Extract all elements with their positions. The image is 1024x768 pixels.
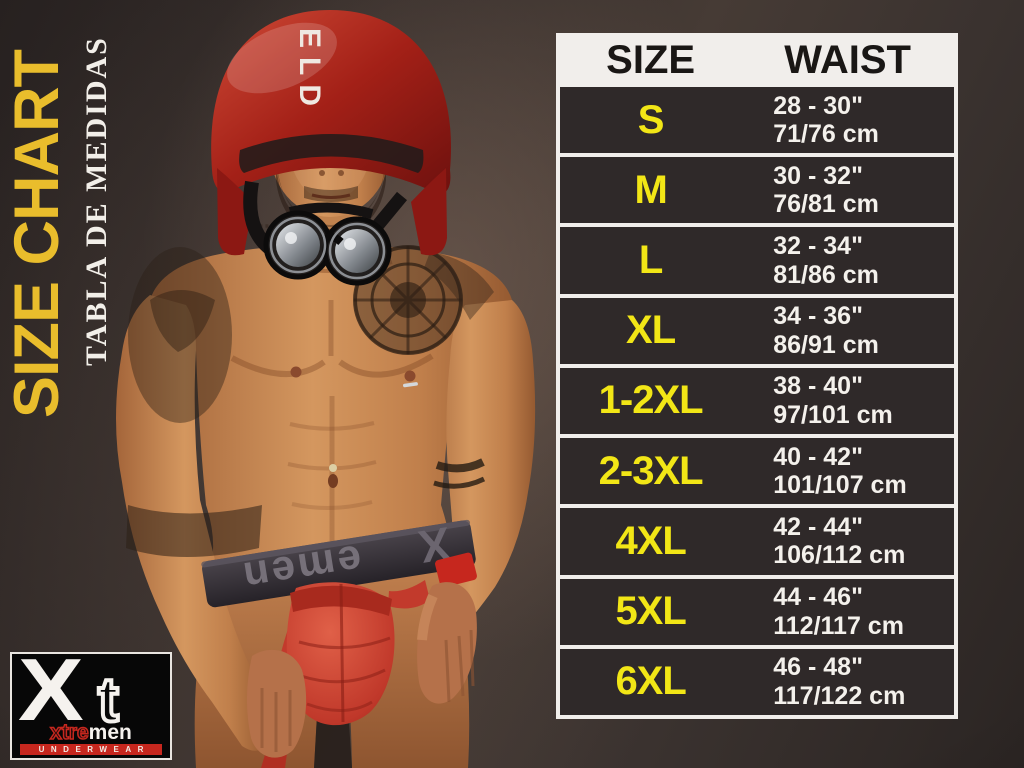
waist-cell: 34 - 36" 86/91 cm: [741, 302, 954, 359]
col-header-waist: WAIST: [784, 37, 911, 82]
waist-cm: 117/122 cm: [773, 681, 906, 710]
waist-cm: 81/86 cm: [773, 260, 879, 289]
table-row: S 28 - 30" 71/76 cm: [560, 87, 954, 154]
waist-cell: 40 - 42" 101/107 cm: [741, 443, 954, 500]
waist-cm: 86/91 cm: [773, 330, 879, 359]
waist-cm: 76/81 cm: [773, 190, 879, 219]
page-title: SIZE CHART: [2, 50, 72, 418]
waist-cm: 106/112 cm: [773, 541, 906, 570]
waist-cell: 30 - 32" 76/81 cm: [741, 162, 954, 219]
helmet-visor: [239, 134, 424, 173]
waist-cell: 42 - 44" 106/112 cm: [741, 513, 954, 570]
page-subtitle: TABLA DE MEDIDAS: [80, 36, 113, 366]
waistband-tab: [435, 552, 477, 588]
size-cell: 5XL: [615, 589, 686, 634]
waist-inches: 46 - 48": [773, 653, 863, 682]
red-jockstrap: [261, 580, 430, 768]
table-row: 2-3XL 40 - 42" 101/107 cm: [560, 438, 954, 505]
waist-cell: 32 - 34" 81/86 cm: [741, 232, 954, 289]
size-cell: 2-3XL: [598, 448, 704, 493]
waist-inches: 30 - 32": [773, 161, 863, 190]
table-row: XL 34 - 36" 86/91 cm: [560, 297, 954, 364]
waist-inches: 42 - 44": [773, 512, 863, 541]
waist-inches: 28 - 30": [773, 91, 863, 120]
waist-cell: 38 - 40" 97/101 cm: [741, 372, 954, 429]
waist-cell: 44 - 46" 112/117 cm: [741, 583, 954, 640]
logo-monogram-t: t: [96, 666, 121, 735]
waist-cm: 101/107 cm: [773, 471, 907, 500]
helmet: ELD: [211, 10, 451, 256]
waist-inches: 34 - 36": [773, 302, 863, 331]
tattoos: [126, 224, 494, 557]
goggles: [243, 180, 408, 286]
col-header-size: SIZE: [606, 37, 696, 82]
table-row: M 30 - 32" 76/81 cm: [560, 157, 954, 224]
waist-inches: 32 - 34": [773, 232, 863, 261]
table-row: 4XL 42 - 44" 106/112 cm: [560, 508, 954, 575]
helmet-text: ELD: [293, 28, 326, 115]
waist-inches: 38 - 40": [773, 372, 863, 401]
waist-cm: 112/117 cm: [773, 611, 904, 640]
waist-cell: 28 - 30" 71/76 cm: [741, 92, 954, 149]
size-cell: 4XL: [615, 518, 686, 563]
size-cell: M: [634, 167, 667, 212]
size-cell: S: [637, 97, 665, 142]
logo-wordmark-outline: xtre: [49, 721, 89, 744]
logo-underwear-bar: UNDERWEAR: [20, 744, 162, 755]
logo-monogram-x: X: [18, 640, 84, 739]
logo-wordmark: xtremen: [12, 721, 170, 744]
waist-inches: 40 - 42": [773, 442, 863, 471]
brand-logo: X t xtremen UNDERWEAR: [10, 646, 172, 760]
size-cell: L: [638, 238, 663, 283]
waist-cm: 71/76 cm: [773, 120, 879, 149]
waist-cell: 46 - 48" 117/122 cm: [741, 653, 954, 710]
table-row: 6XL 46 - 48" 117/122 cm: [560, 648, 954, 715]
table-row: 1-2XL 38 - 40" 97/101 cm: [560, 367, 954, 435]
table-header-row: SIZE WAIST: [560, 37, 954, 83]
torso: [150, 244, 512, 562]
hands: [246, 582, 477, 758]
size-table: SIZE WAIST S 28 - 30" 71/76 cm M 30 - 32…: [556, 33, 958, 719]
size-cell: 1-2XL: [598, 378, 704, 423]
logo-monogram: X t: [12, 646, 170, 734]
size-cell: XL: [626, 308, 676, 353]
waist-inches: 44 - 46": [773, 583, 863, 612]
table-row: 5XL 44 - 46" 112/117 cm: [560, 578, 954, 645]
size-cell: 6XL: [615, 659, 686, 704]
table-row: L 32 - 34" 81/86 cm: [560, 227, 954, 294]
logo-wordmark-solid: men: [88, 721, 132, 744]
waist-cm: 97/101 cm: [773, 400, 893, 429]
